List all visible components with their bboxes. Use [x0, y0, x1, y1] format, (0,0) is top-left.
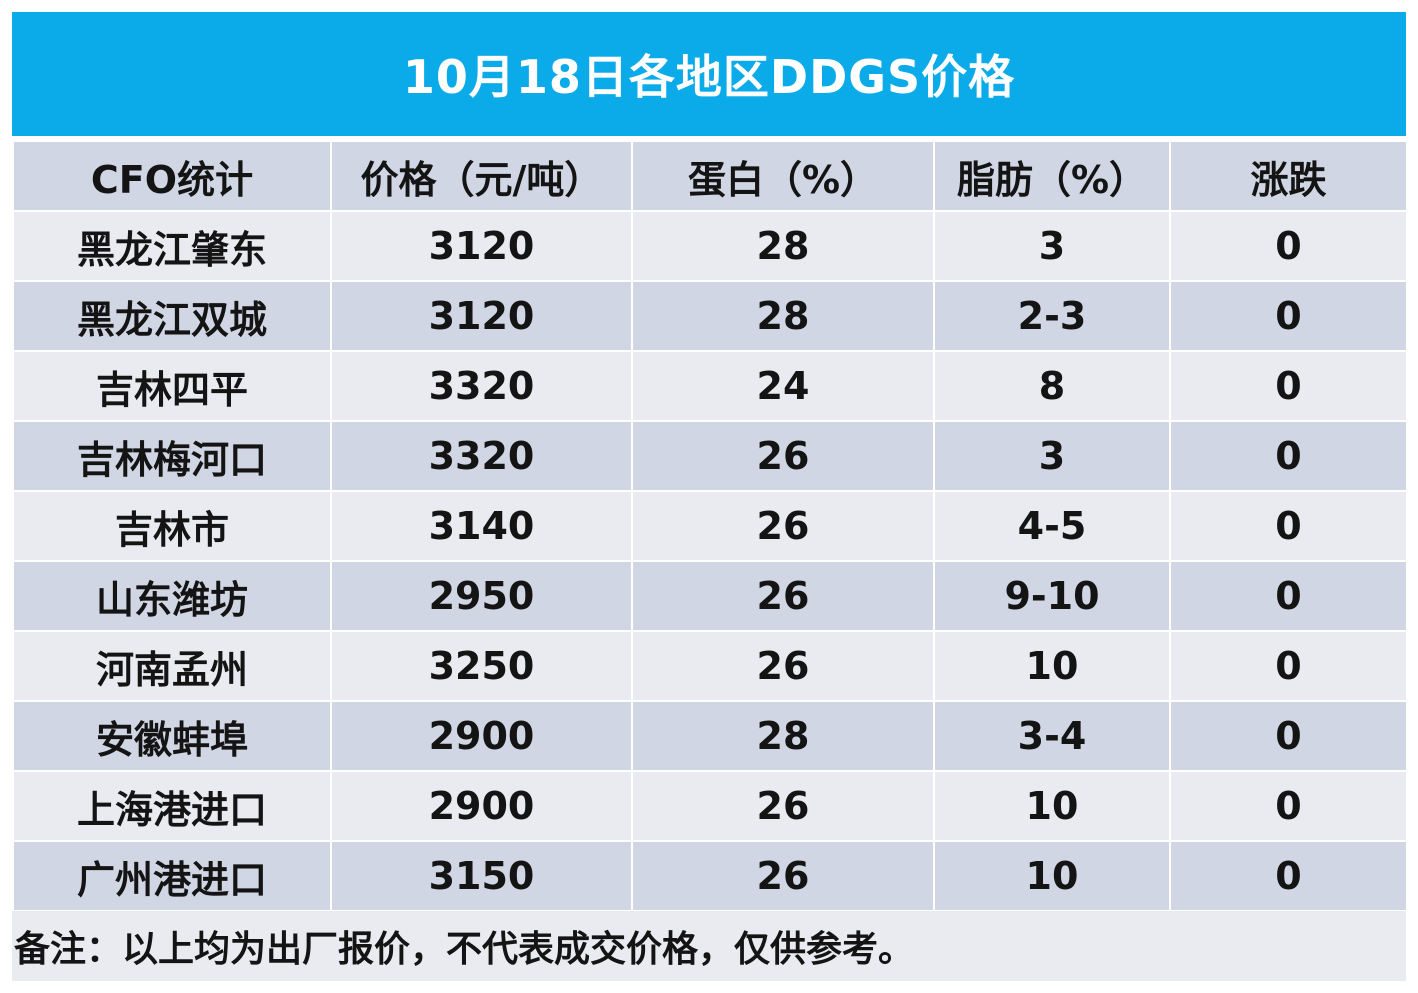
- price-cell: 3320: [330, 350, 633, 422]
- table-row: 吉林市 3140 26 4-5 0: [12, 490, 1408, 562]
- region-cell: 黑龙江双城: [12, 280, 332, 352]
- table-header-row: CFO统计 价格（元/吨） 蛋白（%） 脂肪（%） 涨跌: [12, 140, 1408, 212]
- region-cell: 吉林市: [12, 490, 332, 562]
- table-row: 黑龙江肇东 3120 28 3 0: [12, 210, 1408, 282]
- change-cell: 0: [1169, 700, 1408, 772]
- table-row: 广州港进口 3150 26 10 0: [12, 840, 1408, 912]
- fat-cell: 4-5: [933, 490, 1171, 562]
- change-cell: 0: [1169, 210, 1408, 282]
- region-cell: 广州港进口: [12, 840, 332, 912]
- price-cell: 3120: [330, 280, 633, 352]
- change-cell: 0: [1169, 630, 1408, 702]
- column-header-fat: 脂肪（%）: [933, 140, 1171, 212]
- price-cell: 2950: [330, 560, 633, 632]
- table-row: 安徽蚌埠 2900 28 3-4 0: [12, 700, 1408, 772]
- column-header-region: CFO统计: [12, 140, 332, 212]
- price-cell: 3150: [330, 840, 633, 912]
- column-header-protein: 蛋白（%）: [631, 140, 935, 212]
- price-cell: 3120: [330, 210, 633, 282]
- region-cell: 河南孟州: [12, 630, 332, 702]
- price-cell: 3250: [330, 630, 633, 702]
- footnote: 备注：以上均为出厂报价，不代表成交价格，仅供参考。: [12, 911, 1406, 981]
- table-row: 山东潍坊 2950 26 9-10 0: [12, 560, 1408, 632]
- region-cell: 安徽蚌埠: [12, 700, 332, 772]
- region-cell: 黑龙江肇东: [12, 210, 332, 282]
- protein-cell: 26: [631, 490, 935, 562]
- change-cell: 0: [1169, 770, 1408, 842]
- change-cell: 0: [1169, 280, 1408, 352]
- fat-cell: 3-4: [933, 700, 1171, 772]
- price-cell: 2900: [330, 700, 633, 772]
- price-table: CFO统计 价格（元/吨） 蛋白（%） 脂肪（%） 涨跌 黑龙江肇东 3120 …: [12, 140, 1408, 912]
- protein-cell: 28: [631, 210, 935, 282]
- protein-cell: 26: [631, 840, 935, 912]
- fat-cell: 10: [933, 770, 1171, 842]
- column-header-price: 价格（元/吨）: [330, 140, 633, 212]
- protein-cell: 24: [631, 350, 935, 422]
- protein-cell: 28: [631, 700, 935, 772]
- protein-cell: 26: [631, 420, 935, 492]
- price-cell: 3140: [330, 490, 633, 562]
- protein-cell: 28: [631, 280, 935, 352]
- change-cell: 0: [1169, 420, 1408, 492]
- region-cell: 吉林梅河口: [12, 420, 332, 492]
- change-cell: 0: [1169, 490, 1408, 562]
- fat-cell: 3: [933, 210, 1171, 282]
- protein-cell: 26: [631, 770, 935, 842]
- protein-cell: 26: [631, 630, 935, 702]
- fat-cell: 10: [933, 630, 1171, 702]
- page-title: 10月18日各地区DDGS价格: [12, 12, 1406, 136]
- table-row: 吉林梅河口 3320 26 3 0: [12, 420, 1408, 492]
- table-row: 黑龙江双城 3120 28 2-3 0: [12, 280, 1408, 352]
- region-cell: 吉林四平: [12, 350, 332, 422]
- fat-cell: 3: [933, 420, 1171, 492]
- fat-cell: 10: [933, 840, 1171, 912]
- change-cell: 0: [1169, 560, 1408, 632]
- table-row: 吉林四平 3320 24 8 0: [12, 350, 1408, 422]
- table-row: 上海港进口 2900 26 10 0: [12, 770, 1408, 842]
- price-cell: 3320: [330, 420, 633, 492]
- fat-cell: 8: [933, 350, 1171, 422]
- region-cell: 上海港进口: [12, 770, 332, 842]
- protein-cell: 26: [631, 560, 935, 632]
- price-cell: 2900: [330, 770, 633, 842]
- table-row: 河南孟州 3250 26 10 0: [12, 630, 1408, 702]
- column-header-change: 涨跌: [1169, 140, 1408, 212]
- region-cell: 山东潍坊: [12, 560, 332, 632]
- change-cell: 0: [1169, 350, 1408, 422]
- fat-cell: 2-3: [933, 280, 1171, 352]
- change-cell: 0: [1169, 840, 1408, 912]
- fat-cell: 9-10: [933, 560, 1171, 632]
